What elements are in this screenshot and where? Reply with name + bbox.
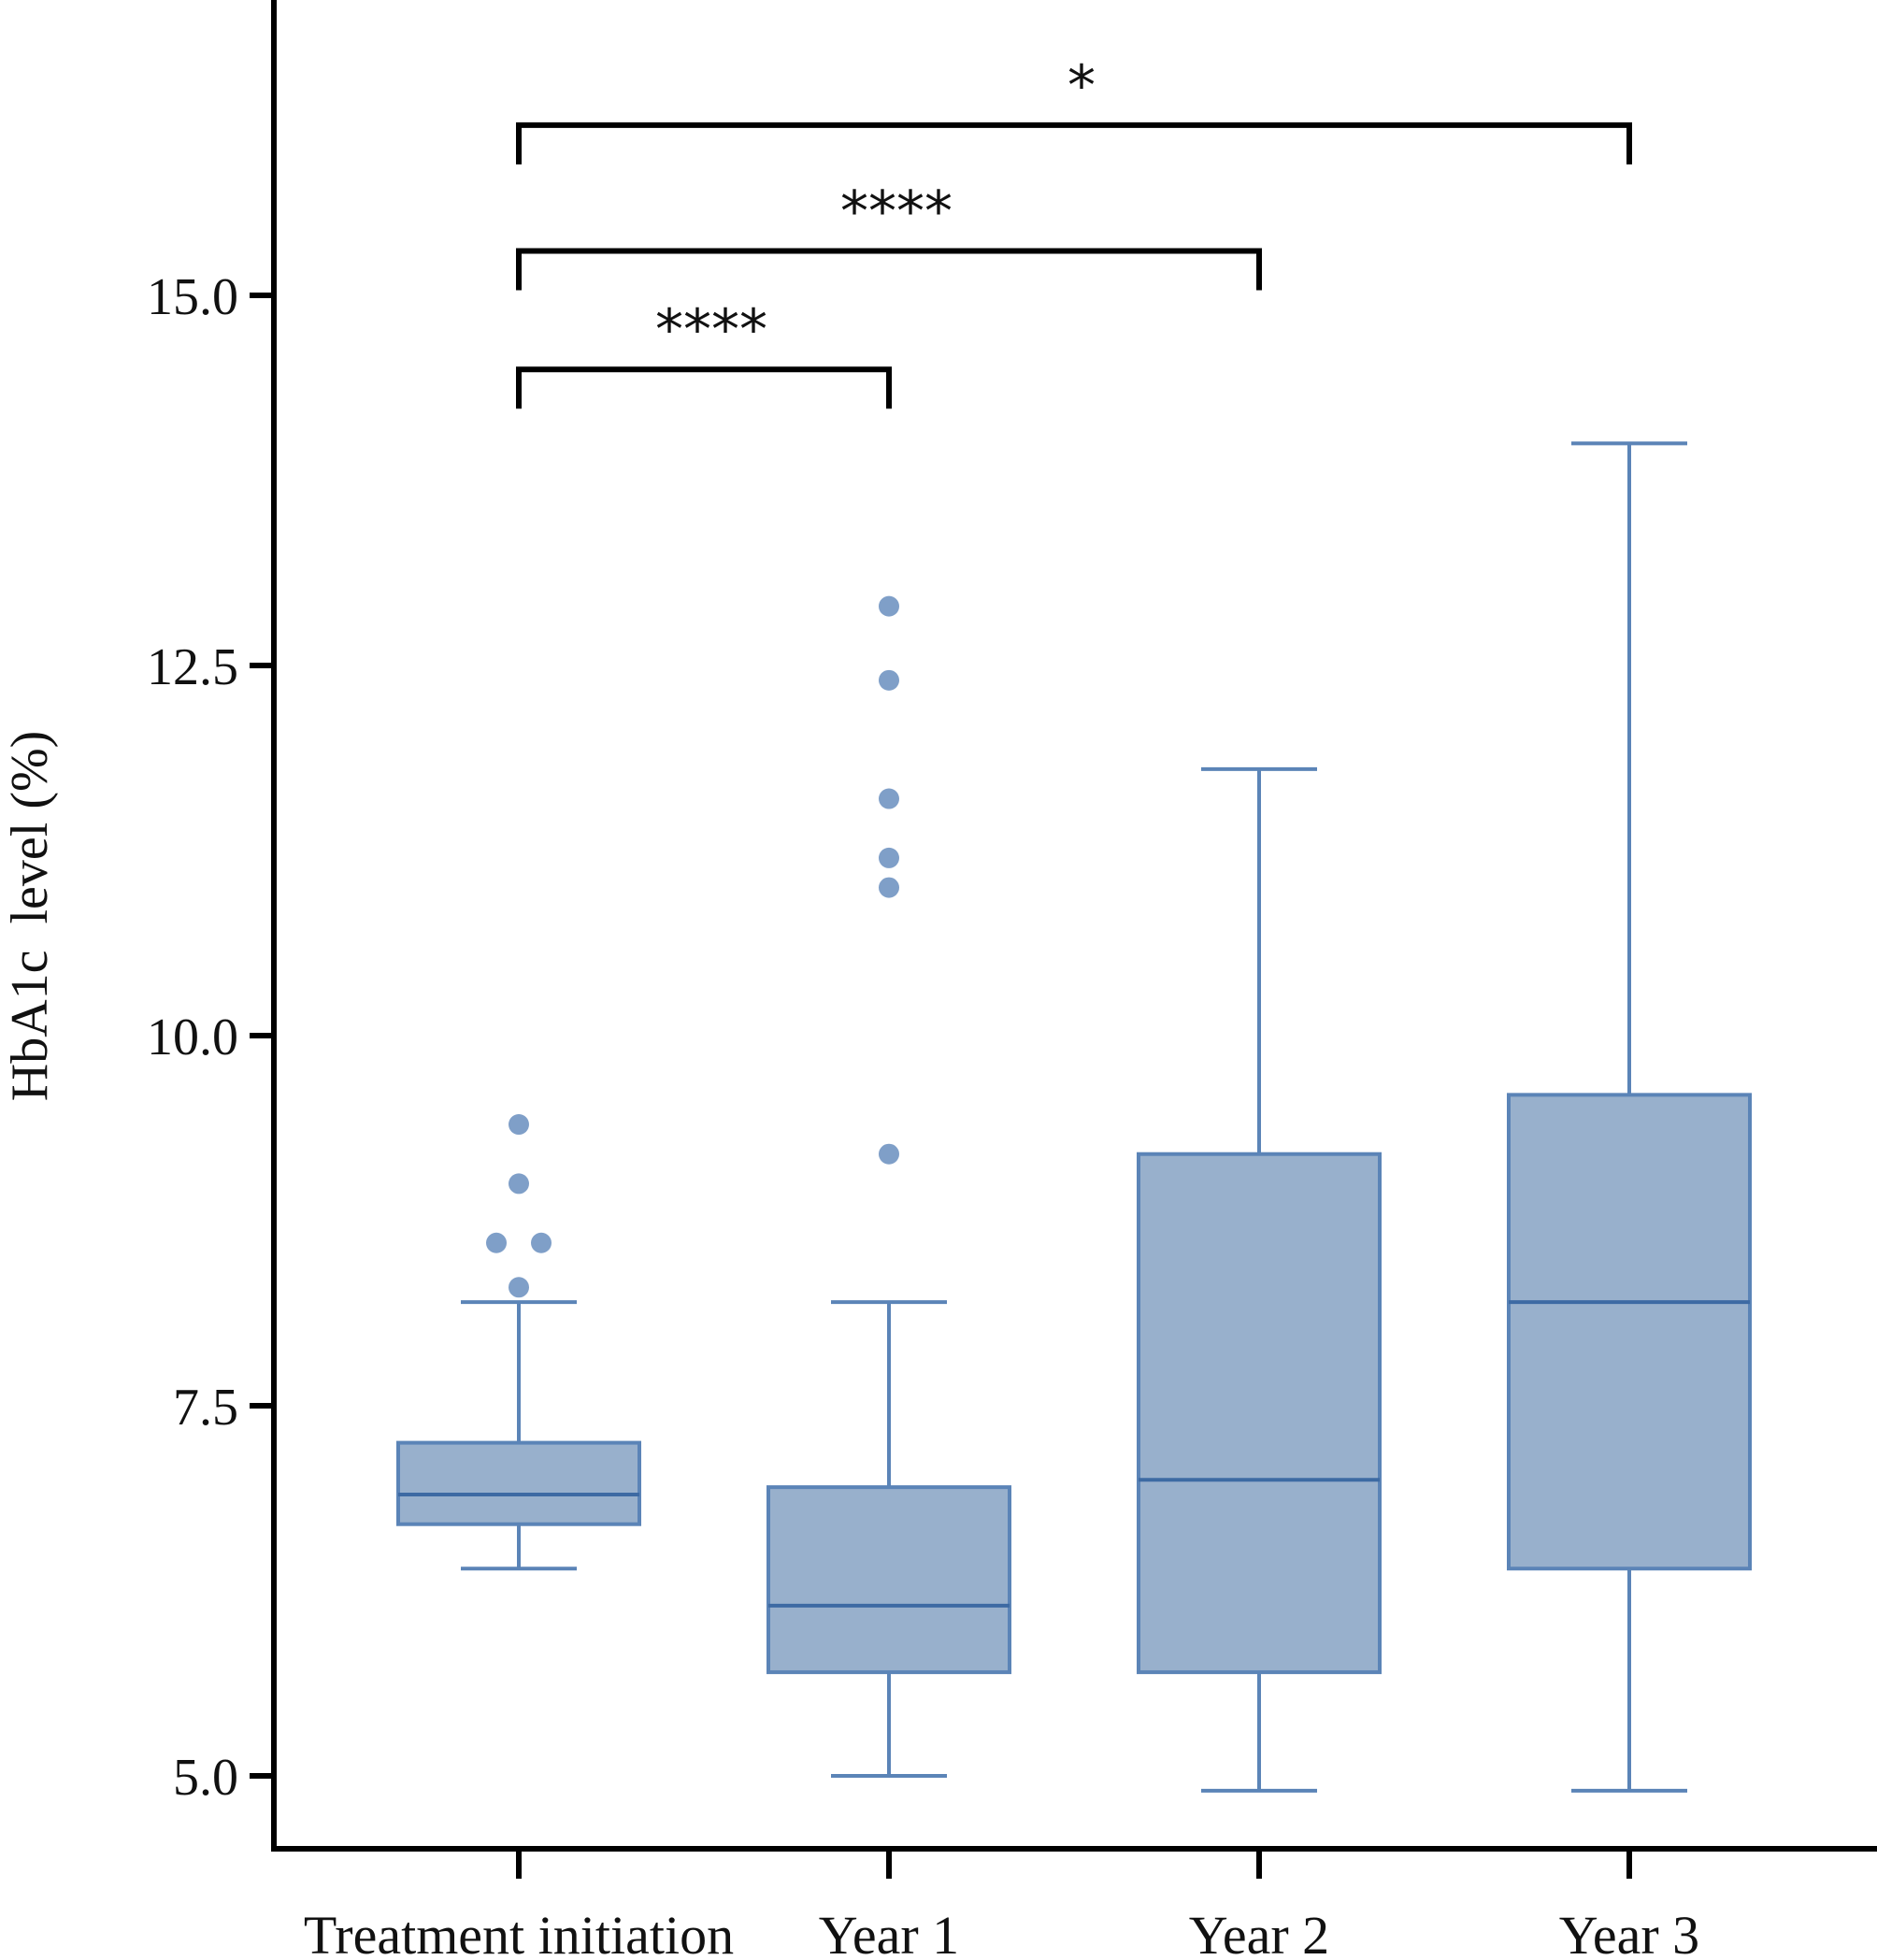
outlier-point [509,1277,529,1298]
x-category-label: Year 3 [1559,1905,1699,1955]
outlier-point [879,669,899,691]
box-group [396,1300,641,1571]
outlier-point [879,788,899,809]
iqr-box [1137,1152,1382,1675]
outlier-point [879,877,899,898]
outlier-point [879,1143,899,1165]
iqr-box [396,1440,641,1526]
box-group [1137,766,1382,1793]
significance-label: * [1067,53,1096,119]
outlier-point [509,1173,529,1195]
box-group [767,1300,1011,1778]
y-axis-title: HbA1c level (%) [1,731,59,1102]
outlier-point [486,1232,507,1253]
iqr-box [767,1485,1011,1675]
significance-bracket [516,366,892,409]
significance-bracket [516,122,1632,165]
y-tick-label: 12.5 [147,638,238,696]
significance-bracket [516,248,1262,291]
x-category-label: Year 1 [819,1905,959,1955]
significance-label: **** [655,297,767,363]
significance-label: **** [840,179,953,244]
x-category-label: Treatment initiation [304,1905,734,1955]
box-group [1507,441,1752,1793]
outlier-point [509,1114,529,1136]
iqr-box [1507,1093,1752,1571]
x-category-label: Year 2 [1189,1905,1329,1955]
outlier-point [531,1232,552,1253]
y-tick-label: 7.5 [173,1379,238,1437]
y-tick-label: 10.0 [147,1009,238,1066]
y-tick-label: 15.0 [147,268,238,326]
outlier-point [879,595,899,617]
outlier-point [879,847,899,868]
y-tick-label: 5.0 [173,1749,238,1807]
